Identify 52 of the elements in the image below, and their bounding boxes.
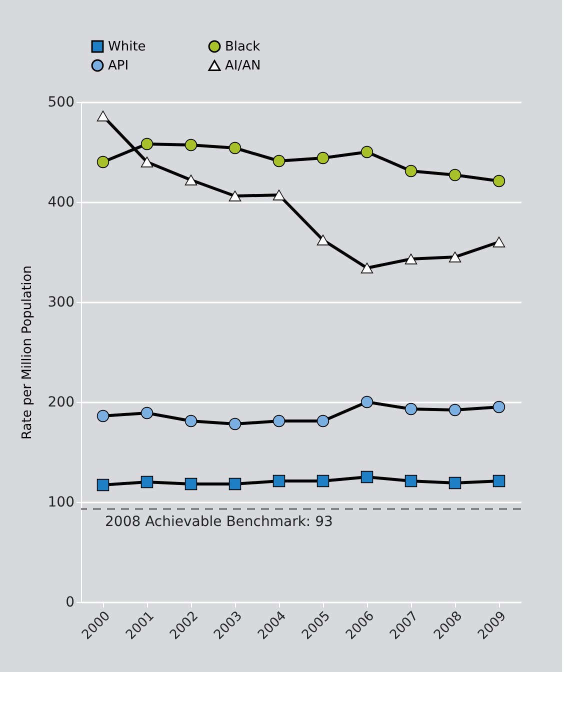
point: [272, 190, 286, 200]
point: [492, 474, 506, 488]
point: [360, 262, 374, 274]
point: [492, 400, 506, 414]
point: [228, 142, 242, 154]
point: [448, 168, 462, 182]
point: [404, 254, 418, 264]
point: [96, 110, 110, 122]
point: [360, 470, 374, 484]
y-tick-label: 400: [48, 194, 74, 210]
point: [96, 478, 110, 492]
point: [96, 156, 110, 168]
point: [272, 154, 286, 168]
point: [360, 396, 374, 408]
point: [184, 138, 198, 152]
point: [404, 164, 418, 178]
point: [316, 414, 330, 428]
point: [272, 474, 286, 488]
point: [360, 146, 374, 158]
point: [228, 190, 242, 202]
point: [492, 174, 506, 188]
legend-label: Black: [225, 40, 261, 55]
point: [140, 138, 154, 150]
legend-label: AI/AN: [225, 58, 261, 74]
legend-label: White: [108, 40, 146, 55]
point: [140, 156, 154, 168]
point: [184, 174, 198, 186]
ref-line-label: 2008 Achievable Benchmark: 93: [105, 514, 333, 530]
y-tick-label: 300: [48, 294, 74, 310]
point: [316, 474, 330, 488]
point: [492, 236, 506, 248]
y-tick-label: 0: [66, 594, 74, 610]
point: [228, 418, 242, 430]
y-tick-label: 500: [48, 94, 74, 110]
point: [316, 152, 330, 164]
y-axis-title: Rate per Million Population: [20, 266, 35, 440]
point: [448, 252, 462, 262]
point: [184, 414, 198, 428]
point: [448, 404, 462, 416]
point: [228, 478, 242, 490]
y-tick-label: 200: [48, 394, 74, 410]
point: [140, 476, 154, 488]
point: [184, 478, 198, 490]
point: [404, 402, 418, 416]
y-tick-label: 100: [48, 494, 74, 510]
point: [140, 406, 154, 420]
point: [272, 414, 286, 428]
point: [404, 474, 418, 488]
point: [316, 234, 330, 246]
legend-label: API: [108, 58, 129, 74]
point: [96, 410, 110, 422]
point: [448, 476, 462, 490]
